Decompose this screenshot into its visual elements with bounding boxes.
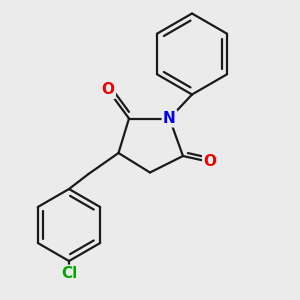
Text: O: O [101,82,115,98]
Text: Cl: Cl [61,266,77,281]
Text: N: N [163,111,176,126]
Text: O: O [203,154,217,169]
